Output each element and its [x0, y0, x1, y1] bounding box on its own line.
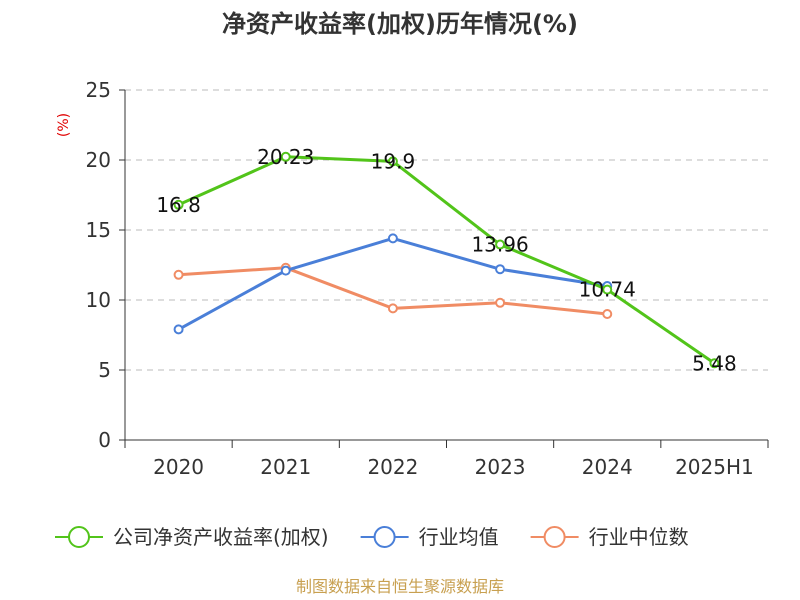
- grid: [125, 89, 768, 371]
- data-label: 10.74: [579, 278, 636, 302]
- data-point: [280, 265, 291, 276]
- data-label: 19.9: [371, 149, 416, 173]
- series-layer: [173, 151, 720, 369]
- data-point: [173, 269, 184, 280]
- data-point: [602, 309, 613, 319]
- y-tick-label: 10: [86, 288, 111, 312]
- data-label: 5.48: [692, 351, 737, 375]
- data-label: 16.8: [156, 193, 201, 217]
- legend-label: 公司净资产收益率(加权): [113, 525, 329, 549]
- axes: 0 5 10 15 20 25 2020 2021 2022 2023 2024 2025H1: [86, 78, 769, 479]
- y-tick-label: 20: [86, 148, 111, 172]
- legend-label: 行业均值: [419, 525, 499, 549]
- source-note: 制图数据来自恒生聚源数据库: [296, 577, 504, 596]
- legend-label: 行业中位数: [589, 525, 689, 549]
- x-tick-label: 2022: [367, 455, 418, 479]
- x-tick-label: 2021: [260, 455, 311, 479]
- legend: 公司净资产收益率(加权) 行业均值 行业中位数: [55, 525, 689, 549]
- data-point: [602, 284, 613, 295]
- series-line: [177, 236, 608, 331]
- y-tick-label: 0: [98, 428, 111, 452]
- y-tick-label: 25: [86, 78, 111, 102]
- data-label: 20.23: [257, 145, 314, 169]
- legend-swatch-marker: [543, 526, 566, 548]
- legend-swatch-marker: [373, 526, 396, 548]
- data-point: [495, 239, 506, 250]
- chart-title: 净资产收益率(加权)历年情况(%): [222, 10, 578, 38]
- x-tick-label: 2025H1: [675, 455, 754, 479]
- series-line: [177, 155, 716, 365]
- data-point: [173, 324, 184, 335]
- data-point: [173, 199, 184, 210]
- data-point: [387, 156, 398, 167]
- x-tick-label: 2024: [582, 455, 633, 479]
- data-point: [709, 358, 720, 369]
- y-tick-label: 5: [98, 358, 111, 382]
- x-tick-label: 2023: [475, 455, 526, 479]
- data-point: [280, 151, 291, 162]
- data-point: [495, 264, 506, 275]
- y-tick-label: 15: [86, 218, 111, 242]
- data-point: [387, 233, 398, 244]
- x-tick-label: 2020: [153, 455, 204, 479]
- data-point: [387, 303, 398, 314]
- data-label: 13.96: [471, 233, 528, 257]
- data-labels: 16.8 20.23 19.9 13.96 10.74 5.48: [156, 145, 736, 376]
- data-point: [495, 297, 506, 308]
- legend-swatch-marker: [68, 526, 90, 548]
- y-axis-label: (%): [56, 113, 72, 137]
